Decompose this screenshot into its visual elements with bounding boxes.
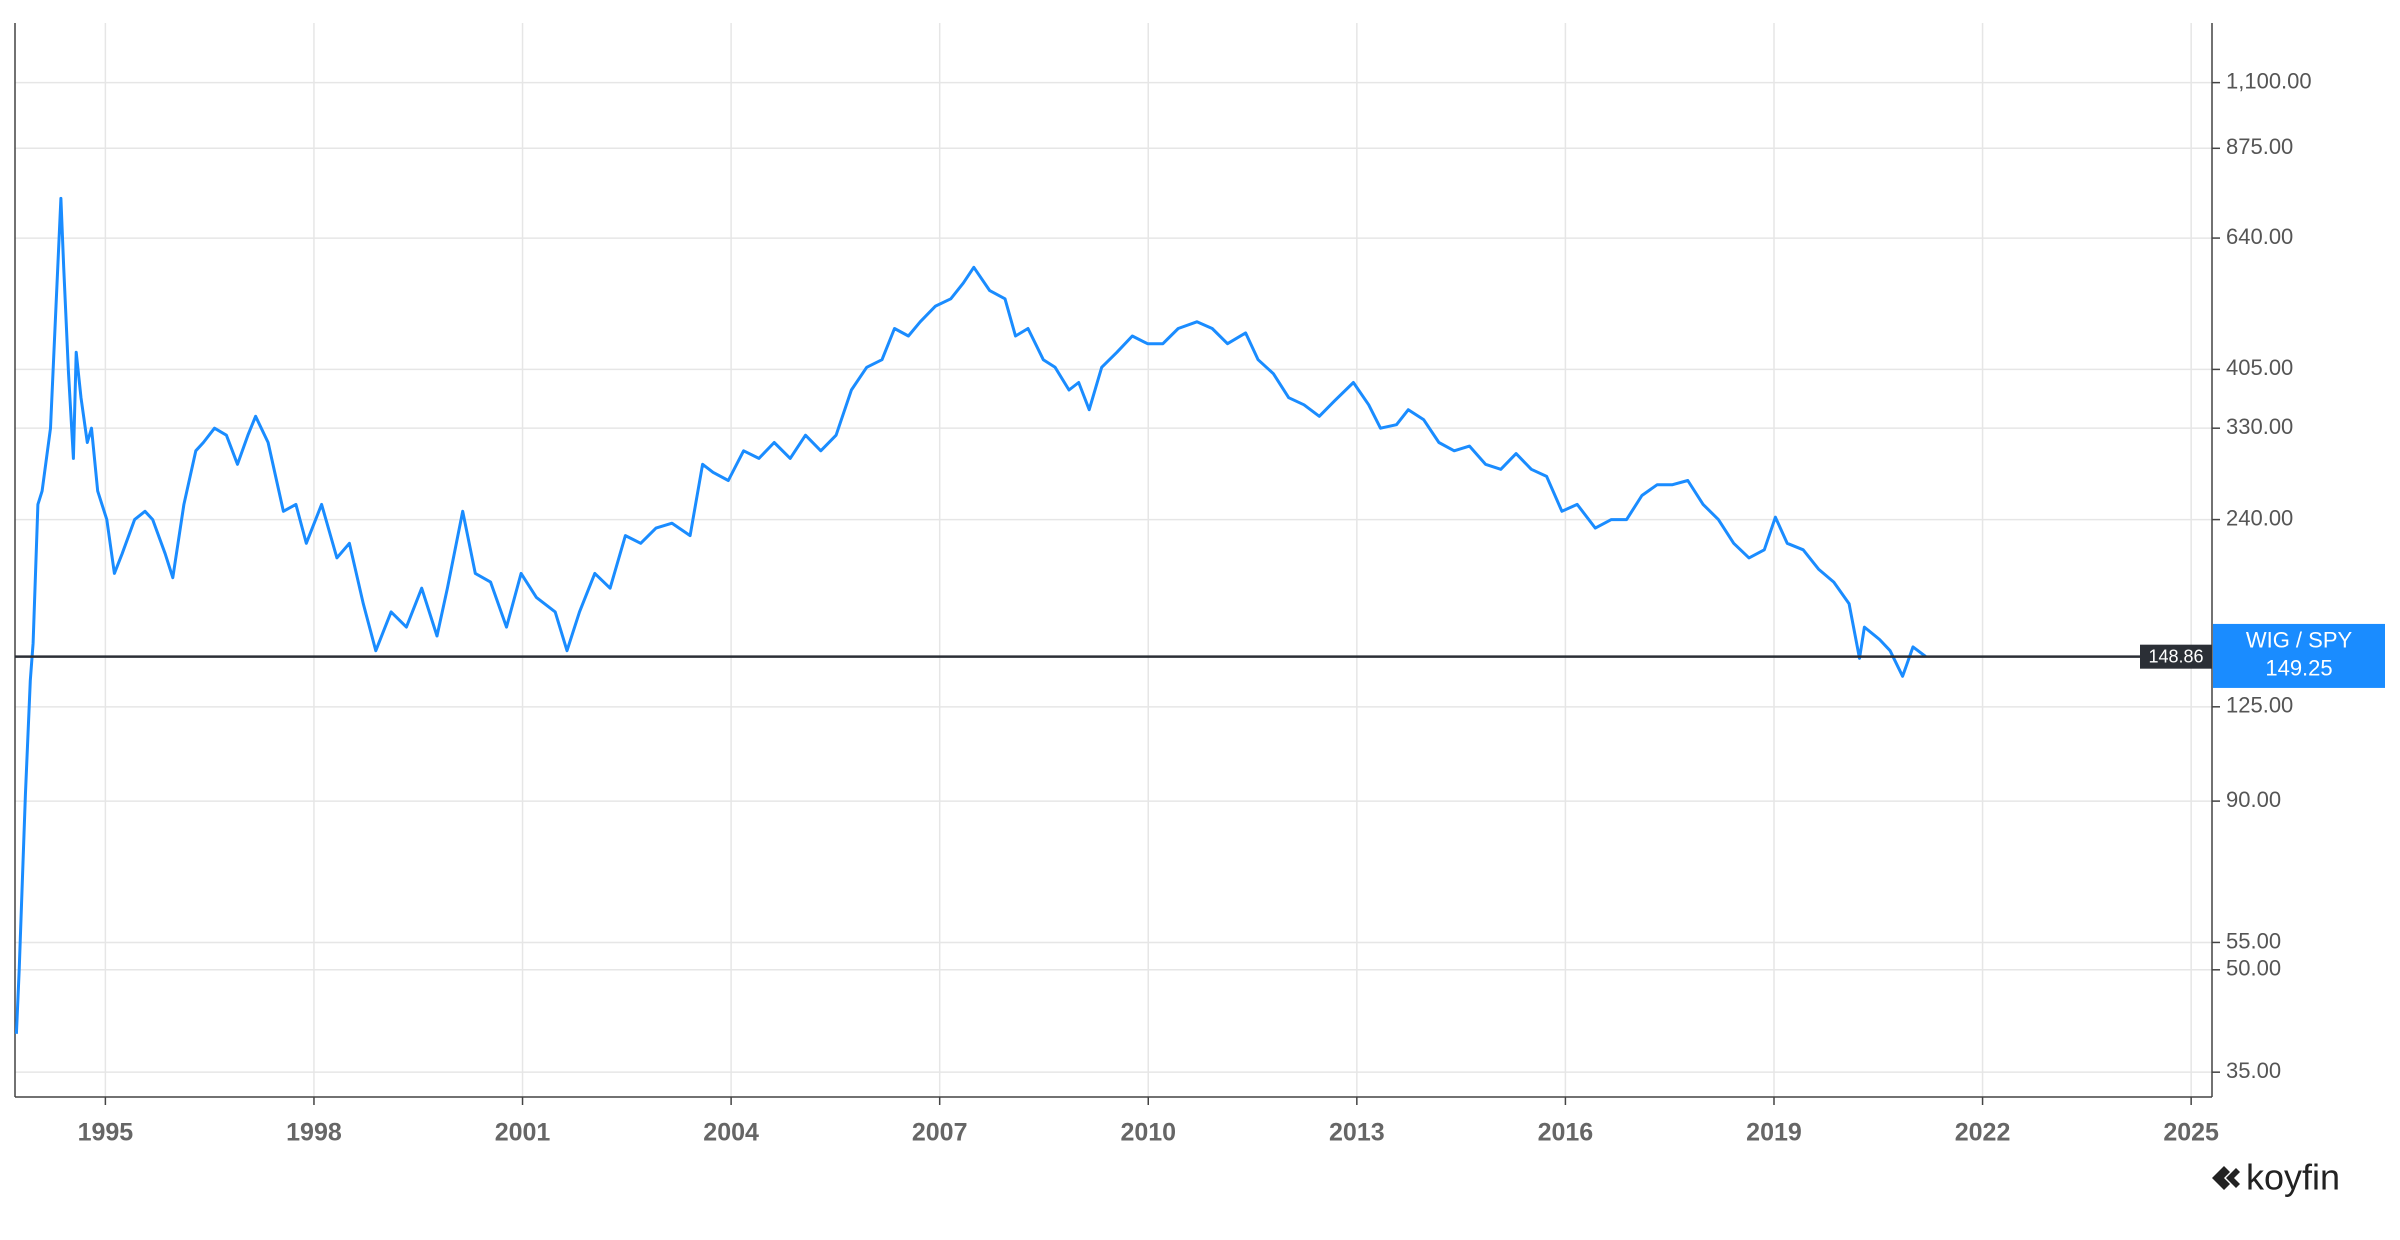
y-tick-label: 240.00 (2226, 505, 2293, 530)
last-value: 149.25 (2265, 656, 2332, 681)
logo-icon (2212, 1166, 2240, 1190)
y-tick-label: 875.00 (2226, 134, 2293, 159)
grid (15, 23, 2220, 1105)
x-tick-label: 2016 (1538, 1119, 1594, 1147)
x-tick-label: 2004 (703, 1119, 759, 1147)
last-value-badge (2213, 623, 2385, 688)
x-tick-label: 2025 (2163, 1119, 2219, 1147)
y-tick-label: 125.00 (2226, 693, 2293, 718)
labels: 1995 1998 2001 2004 2007 2010 2013 2016 2019 2022… (78, 68, 2385, 1147)
data-line (14, 196, 1927, 1034)
y-tick-label: 55.00 (2226, 928, 2281, 953)
reference-badge (2140, 644, 2212, 669)
series-name: WIG / SPY (2246, 628, 2353, 653)
x-tick-label: 2010 (1120, 1119, 1176, 1147)
y-tick-label: 405.00 (2226, 355, 2293, 380)
reference-label: 148.86 (2148, 646, 2203, 666)
y-tick-label: 330.00 (2226, 414, 2293, 439)
x-tick-label: 2001 (495, 1119, 551, 1147)
y-tick-label: 50.00 (2226, 956, 2281, 981)
x-tick-label: 2013 (1329, 1119, 1385, 1147)
x-tick-label: 1995 (78, 1119, 134, 1147)
y-tick-label: 640.00 (2226, 224, 2293, 249)
y-tick-label: 35.00 (2226, 1058, 2281, 1083)
logo: koyfin (2212, 1157, 2340, 1198)
x-tick-label: 2019 (1746, 1119, 1802, 1147)
x-tick-label: 2007 (912, 1119, 968, 1147)
x-tick-label: 1998 (286, 1119, 342, 1147)
y-tick-label: 1,100.00 (2226, 68, 2312, 93)
x-tick-label: 2022 (1955, 1119, 2011, 1147)
logo-text: koyfin (2246, 1157, 2340, 1198)
y-tick-label: 90.00 (2226, 787, 2281, 812)
plot-area (14, 196, 2212, 1034)
